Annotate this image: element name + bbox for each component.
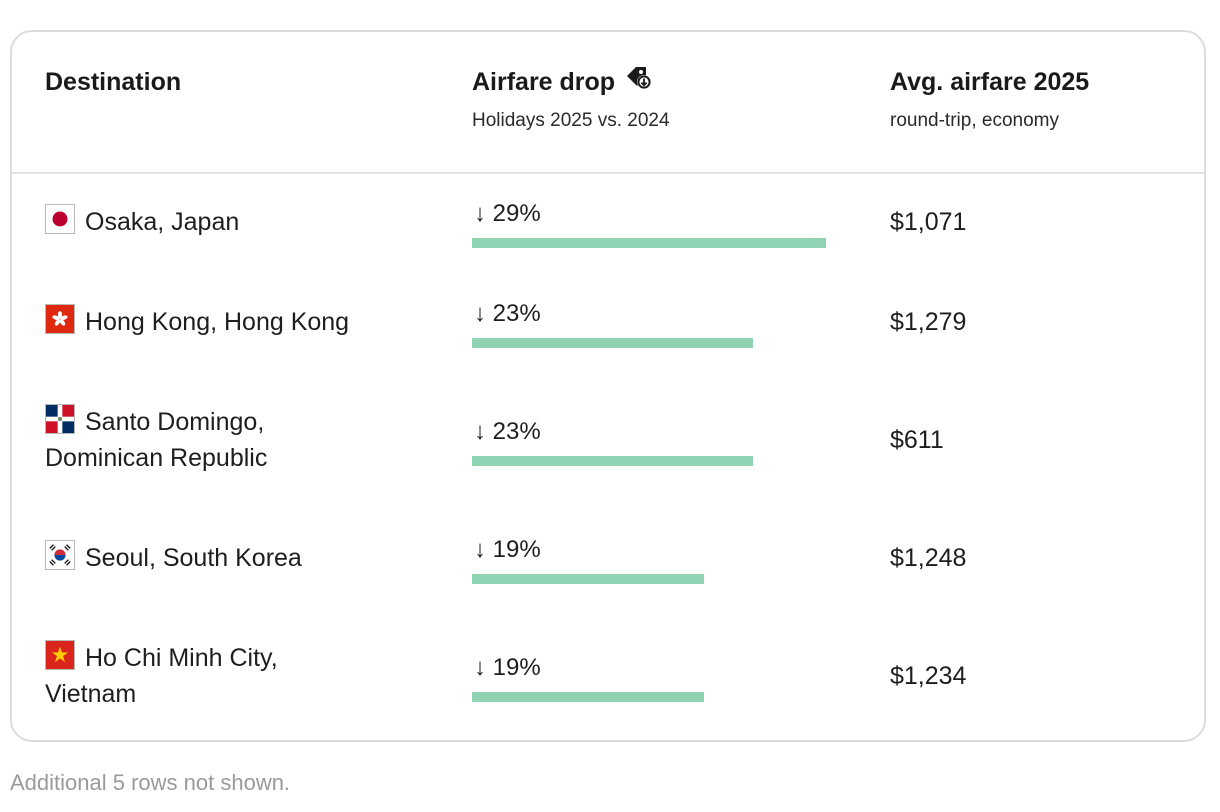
- airfare-drop-column-header: Airfare drop: [472, 65, 653, 98]
- avg-airfare-value: $1,279: [890, 308, 967, 336]
- additional-rows-note: Additional 5 rows not shown.: [10, 770, 291, 795]
- vietnam-flag-icon: [45, 640, 75, 670]
- airfare-drop-value: ↓ 23%: [474, 418, 541, 445]
- dominican-republic-flag-icon: [45, 404, 75, 434]
- airfare-drop-value: ↓ 23%: [474, 300, 541, 327]
- avg-airfare-value: $1,248: [890, 544, 967, 572]
- destination-name: Osaka, Japan: [85, 208, 240, 236]
- airfare-drop-bar: [472, 238, 826, 248]
- destination-cell: Ho Chi Minh City, Vietnam: [45, 640, 335, 712]
- airfare-drop-value: ↓ 29%: [474, 200, 541, 227]
- destination-cell: Hong Kong, Hong Kong: [45, 304, 425, 340]
- avg-airfare-subtitle: round-trip, economy: [890, 110, 1059, 131]
- destination-name: Santo Domingo, Dominican Republic: [45, 408, 268, 472]
- japan-flag-icon: [45, 204, 75, 234]
- airfare-drop-bar: [472, 574, 704, 584]
- avg-airfare-value: $1,234: [890, 662, 967, 690]
- destination-column-header: Destination: [45, 68, 182, 96]
- airfare-drop-title: Airfare drop: [472, 68, 616, 96]
- destination-cell: Santo Domingo, Dominican Republic: [45, 404, 335, 476]
- destination-cell: Seoul, South Korea: [45, 540, 425, 576]
- price-tag-down-icon: [625, 65, 653, 98]
- avg-airfare-value: $611: [890, 426, 944, 454]
- south-korea-flag-icon: [45, 540, 75, 570]
- airfare-drop-subtitle: Holidays 2025 vs. 2024: [472, 110, 670, 131]
- destination-name: Seoul, South Korea: [85, 544, 302, 572]
- airfare-drop-bar: [472, 456, 753, 466]
- airfare-drop-value: ↓ 19%: [474, 654, 541, 681]
- airfare-drop-value: ↓ 19%: [474, 536, 541, 563]
- airfare-drop-bar: [472, 338, 753, 348]
- avg-airfare-column-header: Avg. airfare 2025: [890, 68, 1090, 96]
- airfare-drop-bar: [472, 692, 704, 702]
- avg-airfare-value: $1,071: [890, 208, 967, 236]
- hong-kong-flag-icon: [45, 304, 75, 334]
- destination-cell: Osaka, Japan: [45, 204, 425, 240]
- destination-name: Ho Chi Minh City, Vietnam: [45, 644, 278, 708]
- table-header: Destination Airfare drop Holidays 2025 v…: [12, 32, 1204, 174]
- airfare-table-card: Destination Airfare drop Holidays 2025 v…: [10, 30, 1206, 742]
- destination-name: Hong Kong, Hong Kong: [85, 308, 350, 336]
